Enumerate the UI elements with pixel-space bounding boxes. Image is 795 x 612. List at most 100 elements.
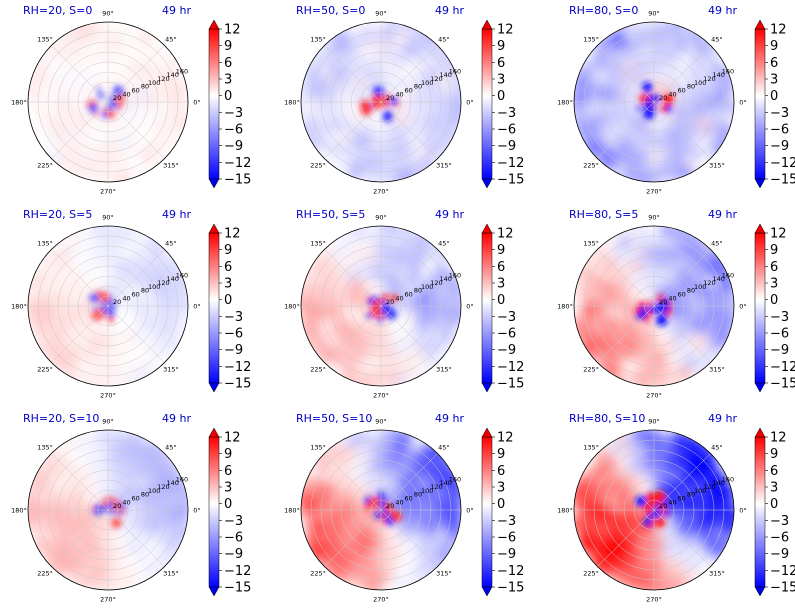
panel-time: 49 hr: [435, 208, 464, 221]
colorbar-extend-max: [208, 19, 220, 30]
colorbar-tick-label: 12: [770, 23, 787, 38]
angle-tick-label: 270°: [373, 392, 389, 400]
colorbar-tick-label: −3: [497, 514, 516, 529]
angle-tick-label: 0°: [739, 99, 746, 107]
radial-tick-label: 40: [668, 90, 676, 98]
angle-tick-label: 90°: [648, 418, 660, 426]
radial-tick-label: 60: [678, 495, 686, 503]
colorbar-tick-label: −6: [497, 327, 516, 342]
angle-tick-label: 0°: [193, 303, 200, 311]
panel-title: RH=80, S=10: [569, 412, 645, 425]
panel-p22: 0°45°90°135°180°225°270°315°20 40 60 801001…: [284, 208, 524, 400]
colorbar-extend-min: [481, 178, 493, 189]
colorbar-tick-label: 12: [224, 431, 241, 446]
angle-tick-label: 135°: [37, 240, 53, 248]
radial-tick-label: 120: [430, 483, 442, 491]
colorbar-extend-max: [208, 223, 220, 234]
panel-p12: 0°45°90°135°180°225°270°315°20 40 60 801001…: [284, 4, 524, 196]
colorbar-tick-label: −12: [497, 360, 524, 375]
polar-grid-p32: [300, 429, 462, 591]
colorbar-extend-max: [481, 427, 493, 438]
radial-tick-label: 100: [148, 487, 160, 495]
panel-title: RH=20, S=0: [23, 4, 92, 17]
colorbar: 129 6 30 −3 −6−9 −12 −15: [754, 427, 795, 597]
colorbar-tick-label: 3: [770, 277, 778, 292]
panel-time: 49 hr: [162, 412, 191, 425]
radial-tick-label: 60: [678, 87, 686, 95]
colorbar-tick-label: −9: [224, 547, 243, 562]
radial-tick-label: 120: [703, 483, 715, 491]
panel-title: RH=50, S=0: [296, 4, 365, 17]
colorbar: 129 6 30 −3 −6−9 −12 −15: [481, 223, 524, 393]
colorbar-tick-label: −12: [224, 156, 251, 171]
radial-tick-label: 160: [449, 67, 461, 75]
angle-tick-label: 90°: [102, 10, 114, 18]
polar-grid-p22: [300, 225, 462, 387]
angle-tick-label: 270°: [373, 188, 389, 196]
colorbar-extend-max: [754, 427, 766, 438]
angle-tick-label: 135°: [583, 444, 599, 452]
colorbar-tick-label: 0: [224, 497, 232, 512]
angle-tick-label: 225°: [583, 161, 599, 169]
angle-tick-label: 180°: [557, 303, 573, 311]
colorbar-tick-label: 12: [770, 431, 787, 446]
angle-tick-label: 45°: [711, 444, 723, 452]
colorbar-tick-label: 6: [770, 464, 778, 479]
angle-tick-label: 180°: [284, 99, 300, 107]
colorbar-tick-label: −15: [497, 377, 524, 392]
colorbar-extend-min: [208, 382, 220, 393]
radial-tick-label: 40: [122, 90, 130, 98]
radial-tick-label: 80: [414, 491, 422, 499]
colorbar-tick-label: −3: [770, 310, 789, 325]
radial-tick-label: 140: [166, 275, 178, 283]
colorbar-extend-max: [754, 223, 766, 234]
polar-frame: [300, 429, 462, 591]
colorbar-extend-max: [481, 19, 493, 30]
angle-tick-label: 45°: [165, 444, 177, 452]
angle-tick-label: 270°: [100, 188, 116, 196]
angle-tick-label: 180°: [11, 303, 27, 311]
colorbar-tick-label: −6: [770, 123, 789, 138]
colorbar: 129 6 30 −3 −6−9 −12 −15: [481, 19, 524, 189]
angle-tick-label: 45°: [438, 36, 450, 44]
angle-tick-label: 0°: [739, 507, 746, 515]
angle-tick-label: 225°: [310, 365, 326, 373]
angle-tick-label: 315°: [163, 161, 179, 169]
angle-tick-label: 90°: [375, 214, 387, 222]
panel-time: 49 hr: [708, 412, 737, 425]
angle-tick-label: 135°: [37, 444, 53, 452]
radial-tick-label: 20: [659, 94, 667, 102]
angle-tick-label: 315°: [709, 365, 725, 373]
radial-tick-label: 100: [148, 79, 160, 87]
panel-time: 49 hr: [162, 208, 191, 221]
panel-time: 49 hr: [435, 412, 464, 425]
colorbar-tick-label: 9: [497, 447, 505, 462]
colorbar: 129 6 30 −3 −6−9 −12 −15: [208, 427, 251, 597]
colorbar-tick-label: −9: [497, 343, 516, 358]
radial-tick-label: 20: [386, 502, 394, 510]
angle-tick-label: 315°: [709, 161, 725, 169]
colorbar-extend-min: [754, 586, 766, 597]
radial-tick-label: 120: [703, 279, 715, 287]
angle-tick-label: 225°: [310, 161, 326, 169]
angle-tick-label: 135°: [583, 240, 599, 248]
angle-tick-label: 180°: [11, 507, 27, 515]
radial-tick-label: 160: [176, 475, 188, 483]
panel-title: RH=80, S=0: [569, 4, 638, 17]
radial-tick-label: 80: [687, 287, 695, 295]
colorbar-tick-label: −9: [224, 343, 243, 358]
colorbar-tick-label: 6: [224, 464, 232, 479]
colorbar-tick-label: −12: [224, 564, 251, 579]
angle-tick-label: 135°: [310, 444, 326, 452]
radial-tick-label: 80: [414, 287, 422, 295]
colorbar-tick-label: −12: [224, 360, 251, 375]
panel-p11: 0°45°90°135°180°225°270°315°20 40 60 801001…: [11, 4, 251, 196]
radial-tick-label: 100: [694, 79, 706, 87]
radial-tick-label: 160: [722, 475, 734, 483]
radial-tick-label: 40: [395, 498, 403, 506]
colorbar: 129 6 30 −3 −6−9 −12 −15: [208, 223, 251, 393]
angle-tick-label: 0°: [193, 507, 200, 515]
colorbar-extend-min: [208, 178, 220, 189]
colorbar-tick-label: 12: [224, 227, 241, 242]
